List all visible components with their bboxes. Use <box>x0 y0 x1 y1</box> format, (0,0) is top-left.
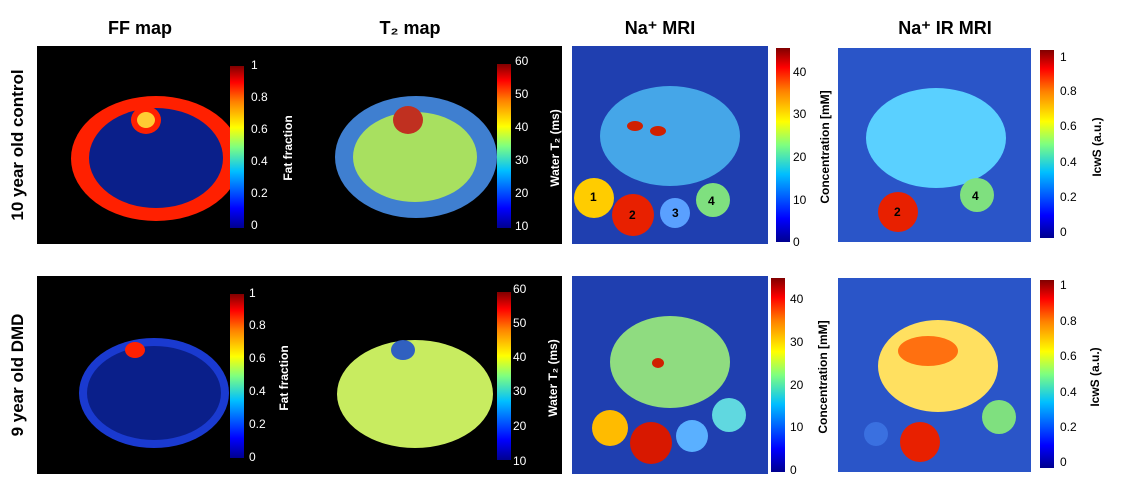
na-ir-vial-2-dmd <box>900 422 940 462</box>
ir-colorbar-control <box>1040 50 1054 238</box>
na-ir-vial-4-dmd <box>982 400 1016 434</box>
ff-colorbar-dmd <box>230 294 244 458</box>
na-colorbar-control <box>776 48 790 242</box>
t2-colorbar-label-control: Water T₂ (ms) <box>548 109 562 187</box>
ir-colorbar-dmd <box>1040 280 1054 468</box>
na-vial-1-dmd <box>592 410 628 446</box>
column-title-t2-map: T₂ map <box>379 18 441 38</box>
ir-colorbar-label-dmd: IᴄᴡS (a.u.) <box>1088 347 1102 407</box>
ff-colorbar-label-control: Fat fraction <box>281 115 295 181</box>
ff-t2-panel-dmd: 1 0.8 0.6 0.4 0.2 0 Fat fraction 60 50 4… <box>37 276 562 474</box>
na-mri-panel-control: 1 2 3 4 <box>572 46 768 244</box>
na-vial-2-control <box>612 194 654 236</box>
na-ir-panel-dmd <box>838 278 1031 472</box>
ff-colorbar-label-dmd: Fat fraction <box>277 345 291 411</box>
ir-colorbar-label-control: IᴄᴡS (a.u.) <box>1090 117 1104 177</box>
ff-t2-panel-control: 1 0.8 0.6 0.4 0.2 0 Fat fraction 60 50 4… <box>37 46 562 244</box>
na-vial-1-control <box>574 178 614 218</box>
t2-leg-dmd <box>337 340 493 448</box>
na-ir-vial-2-control <box>878 192 918 232</box>
na-mri-panel-dmd <box>572 276 768 474</box>
column-title-na-mri: Na⁺ MRI <box>624 18 696 38</box>
na-ir-vial-4-control <box>960 178 994 212</box>
column-title-ff-map: FF map <box>107 18 172 38</box>
ff-colorbar-control <box>230 66 244 228</box>
row-label-control: 10 year old control <box>8 69 27 221</box>
t2-colorbar-label-dmd: Water T₂ (ms) <box>546 339 560 417</box>
na-colorbar-dmd <box>771 278 785 472</box>
row-label-dmd: 9 year old DMD <box>8 313 27 437</box>
na-colorbar-label-control: Concentration [mM] <box>818 90 832 204</box>
t2-colorbar-control <box>497 64 511 228</box>
na-vial-4-control <box>696 183 730 217</box>
na-ir-panel-control: 2 4 <box>838 48 1031 242</box>
na-colorbar-label-dmd: Concentration [mM] <box>816 320 830 434</box>
na-vial-3-dmd <box>676 420 708 452</box>
na-vial-3-control <box>660 198 690 228</box>
t2-colorbar-dmd <box>497 292 511 460</box>
na-vial-4-dmd <box>712 398 746 432</box>
na-vial-2-dmd <box>630 422 672 464</box>
column-title-na-ir-mri: Na⁺ IR MRI <box>898 18 992 38</box>
